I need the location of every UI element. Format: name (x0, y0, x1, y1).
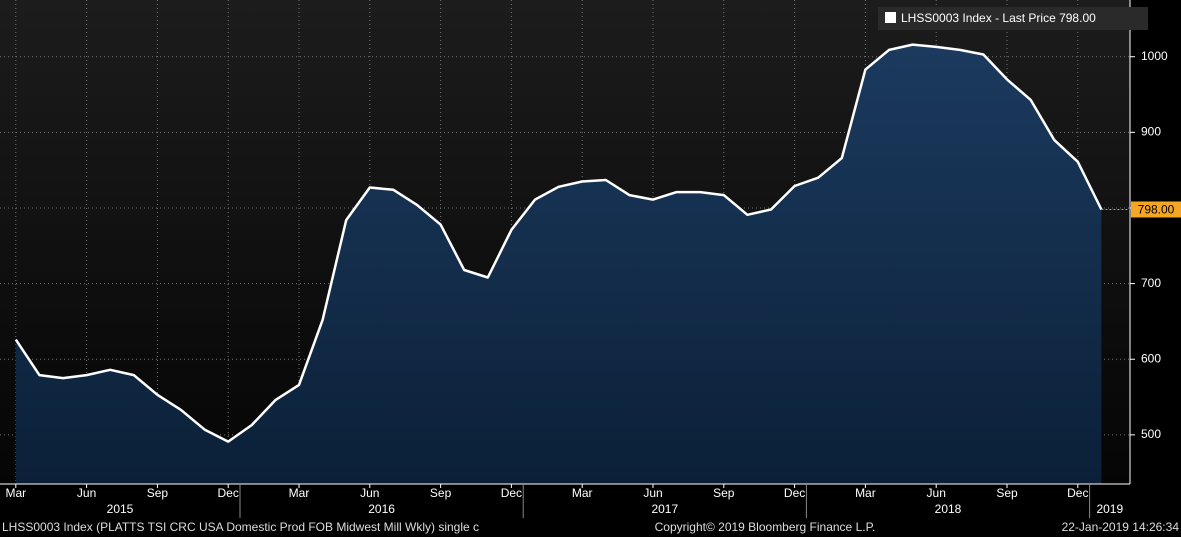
footer-center: Copyright© 2019 Bloomberg Finance L.P. (655, 520, 876, 534)
y-tick-label: 600 (1141, 351, 1161, 365)
x-tick-label: Dec (501, 486, 522, 500)
y-tick-label: 900 (1141, 125, 1161, 139)
year-label: 2017 (651, 502, 678, 516)
x-tick-label: Sep (430, 486, 452, 500)
x-tick-label: Jun (927, 486, 946, 500)
x-tick-label: Jun (643, 486, 662, 500)
legend-swatch (885, 12, 896, 23)
x-tick-label: Jun (77, 486, 96, 500)
x-tick-label: Sep (996, 486, 1018, 500)
y-tick-label: 500 (1141, 427, 1161, 441)
year-label: 2015 (107, 502, 134, 516)
y-tick-label: 1000 (1141, 49, 1168, 63)
y-tick-label: 700 (1141, 276, 1161, 290)
area-fill (15, 44, 1102, 484)
x-tick-label: Dec (1067, 486, 1088, 500)
x-tick-label: Sep (147, 486, 169, 500)
x-tick-label: Mar (5, 486, 26, 500)
x-tick-label: Mar (289, 486, 310, 500)
x-tick-label: Mar (572, 486, 593, 500)
year-label: 2019 (1096, 502, 1123, 516)
footer-left: LHSS0003 Index (PLATTS TSI CRC USA Domes… (2, 520, 479, 534)
x-tick-label: Sep (713, 486, 735, 500)
legend-box (878, 7, 1148, 30)
x-tick-label: Dec (784, 486, 805, 500)
year-label: 2018 (935, 502, 962, 516)
x-tick-label: Jun (360, 486, 379, 500)
footer-right: 22-Jan-2019 14:26:34 (1062, 520, 1180, 534)
last-price-label: 798.00 (1138, 203, 1175, 217)
x-tick-label: Dec (218, 486, 239, 500)
legend-label: LHSS0003 Index - Last Price 798.00 (901, 11, 1096, 25)
year-label: 2016 (368, 502, 395, 516)
price-line (14, 43, 1103, 443)
last-price-box (1131, 201, 1181, 218)
x-tick-label: Mar (855, 486, 876, 500)
